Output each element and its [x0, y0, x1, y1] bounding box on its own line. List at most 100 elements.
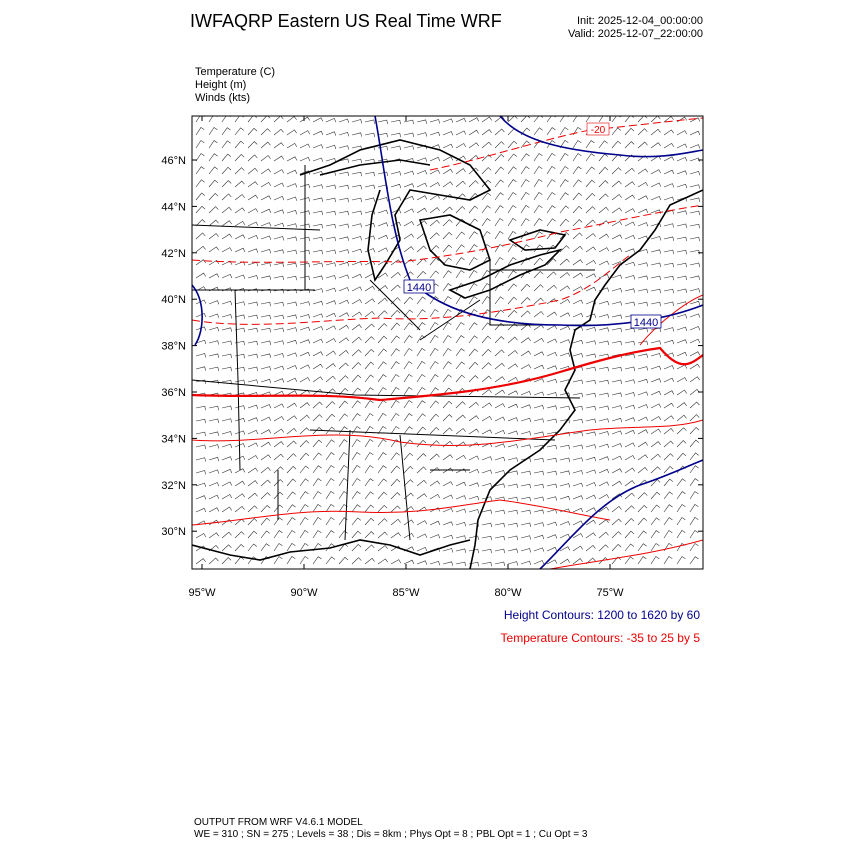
wind-barb [208, 544, 219, 552]
wind-barb [546, 483, 557, 488]
wind-barb [416, 413, 426, 422]
wind-barb [364, 491, 374, 500]
wind-barb [351, 478, 361, 487]
wind-barb [611, 207, 622, 214]
wind-barb [494, 349, 505, 357]
wind-barb [611, 327, 622, 333]
wind-barb [598, 140, 608, 149]
wind-barb [247, 116, 257, 123]
wind-barb [351, 158, 362, 164]
wind-barb [663, 390, 675, 396]
wind-barb [325, 413, 336, 422]
wind-barb [208, 469, 220, 474]
wind-barb [637, 128, 648, 136]
wind-barb [377, 504, 388, 513]
wind-barb [663, 156, 675, 162]
wind-barb [624, 235, 636, 240]
wind-barb [260, 517, 271, 526]
wind-barb [637, 249, 649, 254]
wind-barb [325, 249, 336, 254]
wind-barb [299, 197, 311, 202]
wind-barb [637, 235, 649, 240]
wind-barb [338, 132, 350, 137]
wind-barb [221, 206, 232, 214]
wind-barb [325, 158, 337, 163]
wind-barb [611, 234, 623, 240]
wind-barb [208, 259, 220, 266]
wind-barb [195, 353, 207, 358]
wind-barb [403, 413, 413, 422]
wind-barb [390, 196, 402, 201]
wind-barb [377, 558, 388, 565]
wind-barb [494, 362, 505, 370]
wind-barb [598, 180, 609, 188]
wind-barb [468, 231, 478, 240]
wind-barb [676, 414, 687, 422]
wind-barb [650, 390, 662, 396]
wind-barb [481, 154, 492, 162]
wind-barb [299, 389, 310, 396]
wind-barb [468, 129, 479, 136]
wind-barb [338, 477, 348, 487]
wind-barb [351, 119, 363, 124]
wind-barb [585, 431, 596, 436]
wind-barb [585, 507, 597, 513]
wind-barb [442, 156, 454, 162]
wind-barb [273, 340, 284, 345]
wind-barb [572, 153, 582, 162]
wind-barb [364, 285, 375, 292]
wind-barb [442, 283, 452, 292]
wind-barb [377, 272, 388, 279]
wind-barb [637, 429, 649, 435]
wind-barb [221, 127, 231, 136]
wind-barb [663, 427, 674, 435]
wind-barb [520, 496, 531, 502]
wind-barb [195, 245, 206, 253]
wind-barb [585, 313, 597, 318]
wind-barb [520, 140, 530, 149]
wind-barb [273, 353, 284, 358]
wind-barb [520, 457, 531, 462]
wind-barb [247, 366, 258, 371]
wind-barb [650, 288, 661, 294]
wind-barb [572, 192, 582, 201]
wind-barb [390, 465, 400, 474]
wind-barb [416, 132, 428, 137]
wind-barb [260, 155, 271, 162]
wind-barb [195, 166, 205, 175]
wind-barb [312, 326, 324, 331]
wind-barb [247, 518, 258, 526]
wind-barb [442, 335, 452, 344]
wind-barb [455, 414, 466, 422]
wind-barb [286, 196, 298, 201]
wind-barb [611, 301, 622, 306]
wind-barb [260, 340, 271, 346]
wind-barb [455, 257, 465, 266]
wind-barb [208, 557, 219, 565]
wind-barb [247, 379, 258, 384]
wind-barb [260, 429, 272, 435]
wind-barb [338, 171, 349, 177]
wind-barb [650, 491, 661, 500]
wind-barb [208, 233, 219, 240]
wind-barb [299, 249, 310, 255]
wind-barb [312, 376, 323, 383]
wind-barb [533, 364, 545, 370]
wind-barb [585, 418, 596, 424]
wind-barb [611, 194, 622, 201]
wind-barb [650, 249, 661, 254]
wind-barb [377, 545, 388, 552]
wind-barb [442, 308, 452, 318]
wind-barb [221, 220, 232, 227]
wind-barb [364, 438, 374, 448]
wind-barb [234, 127, 244, 136]
wind-barb [364, 413, 374, 422]
wind-barb [286, 377, 298, 383]
wind-barb [637, 416, 649, 422]
wind-barb [507, 205, 517, 214]
wind-barb [520, 444, 531, 449]
wind-barb [273, 441, 284, 448]
wind-barb [520, 218, 530, 227]
wind-barb [455, 348, 465, 357]
wind-barb [429, 309, 439, 318]
